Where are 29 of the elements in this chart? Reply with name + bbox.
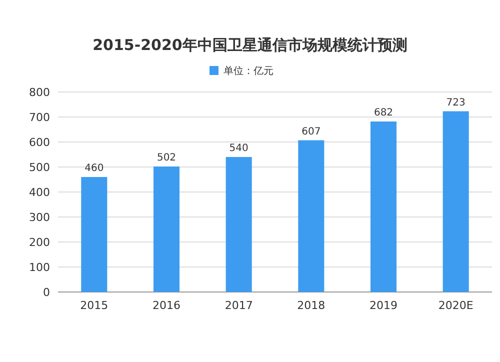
x-tick-label: 2018 (297, 299, 326, 312)
x-tick-label: 2017 (224, 299, 253, 312)
data-label: 682 (374, 108, 394, 118)
data-label: 460 (84, 163, 104, 174)
y-tick-label: 800 (29, 86, 50, 99)
y-tick-label: 500 (29, 161, 50, 174)
y-tick-label: 400 (29, 186, 50, 199)
bar (298, 140, 324, 292)
y-tick-label: 0 (43, 286, 50, 299)
legend-label: 单位：亿元 (224, 65, 274, 77)
x-tick-label: 2016 (152, 299, 180, 312)
data-label: 723 (446, 97, 466, 108)
bar (153, 166, 180, 292)
data-label: 502 (156, 152, 176, 164)
data-label: 607 (302, 126, 321, 138)
bar (226, 157, 252, 292)
bar (370, 122, 397, 292)
bar (442, 111, 469, 292)
x-tick-label: 2015 (80, 299, 108, 312)
y-tick-label: 100 (29, 261, 50, 274)
x-tick-label: 2019 (370, 299, 398, 312)
y-tick-label: 300 (29, 211, 50, 224)
x-tick-label: 2020E (438, 299, 474, 312)
data-label: 540 (229, 143, 248, 154)
y-tick-label: 700 (29, 111, 50, 124)
chart-title: 2015-2020年中国卫星通信市场规模统计预测 (92, 36, 408, 54)
y-tick-label: 200 (29, 236, 50, 249)
y-tick-label: 600 (29, 136, 50, 149)
bar (81, 177, 108, 292)
